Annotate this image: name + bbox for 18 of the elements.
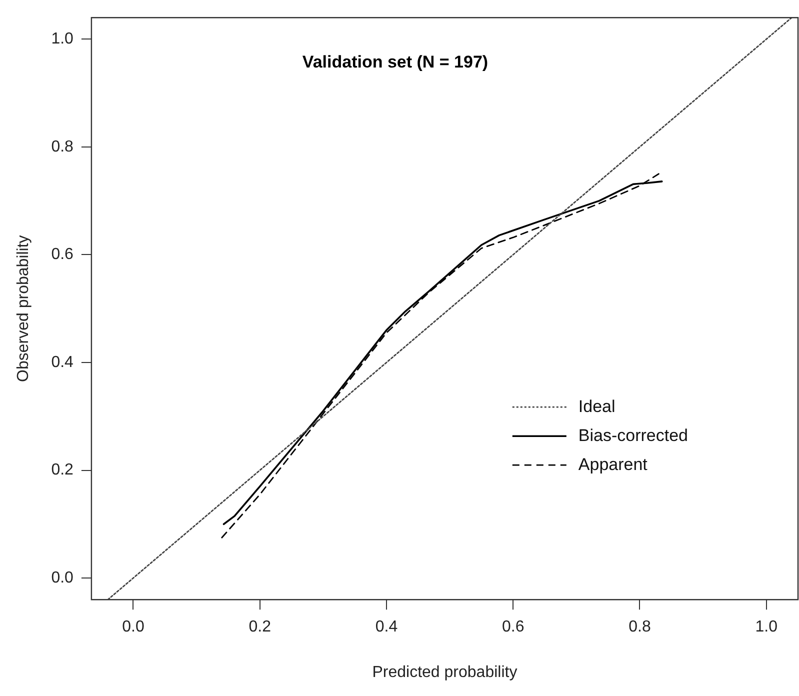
x-tick-label: 0.8 bbox=[628, 618, 651, 636]
y-tick-label: 0.6 bbox=[51, 246, 74, 264]
legend-label: Bias-corrected bbox=[578, 426, 688, 445]
y-tick-label: 1.0 bbox=[51, 30, 74, 48]
x-tick-label: 0.4 bbox=[375, 618, 398, 636]
y-tick-label: 0.0 bbox=[51, 569, 74, 586]
x-axis-title: Predicted probability bbox=[372, 664, 518, 681]
y-tick-label: 0.2 bbox=[51, 462, 74, 479]
text: Validation set (N = 197) bbox=[302, 52, 488, 72]
y-tick-label: 0.8 bbox=[51, 138, 74, 156]
x-tick-label: 0.0 bbox=[122, 618, 144, 636]
x-tick-label: 0.6 bbox=[502, 618, 524, 636]
legend-label: Ideal bbox=[578, 396, 616, 416]
x-tick-label: 1.0 bbox=[755, 618, 778, 636]
y-tick-label: 0.4 bbox=[51, 354, 74, 371]
y-axis-title: Observed probability bbox=[15, 235, 32, 382]
x-tick-label: 0.2 bbox=[248, 618, 272, 636]
legend-label: Apparent bbox=[578, 454, 648, 474]
